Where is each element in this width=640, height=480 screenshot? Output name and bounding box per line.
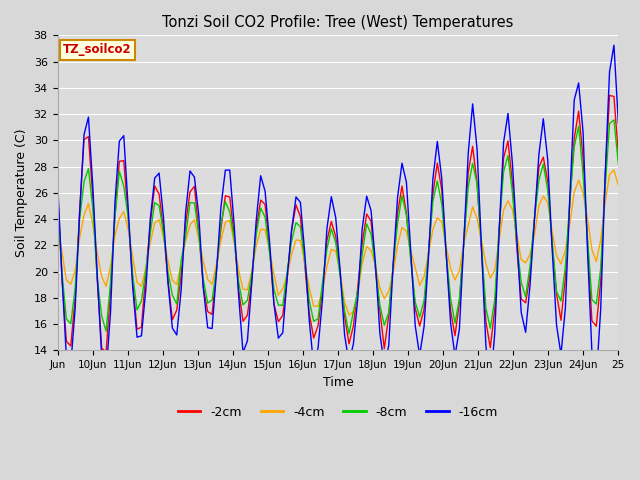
Line: -4cm: -4cm xyxy=(58,170,618,315)
-2cm xyxy=(288,228,296,233)
-2cm xyxy=(266,245,273,251)
-8cm xyxy=(261,214,269,220)
-4cm xyxy=(610,167,618,173)
-2cm xyxy=(54,187,61,192)
Y-axis label: Soil Temperature (C): Soil Temperature (C) xyxy=(15,129,28,257)
-16cm xyxy=(284,275,291,280)
Text: TZ_soilco2: TZ_soilco2 xyxy=(63,43,132,56)
-8cm xyxy=(54,196,61,202)
-16cm xyxy=(593,376,600,382)
-4cm xyxy=(345,312,353,318)
-2cm xyxy=(540,154,547,160)
-8cm xyxy=(610,117,618,123)
-2cm xyxy=(614,152,622,157)
-8cm xyxy=(349,309,357,314)
-8cm xyxy=(540,161,547,167)
-2cm xyxy=(102,349,110,355)
-4cm xyxy=(349,309,357,314)
Legend: -2cm, -4cm, -8cm, -16cm: -2cm, -4cm, -8cm, -16cm xyxy=(173,401,503,424)
-16cm xyxy=(540,116,547,121)
-4cm xyxy=(54,218,61,224)
-4cm xyxy=(614,183,622,189)
-4cm xyxy=(284,272,291,278)
-8cm xyxy=(191,200,198,206)
-4cm xyxy=(191,216,198,222)
-4cm xyxy=(540,193,547,199)
Title: Tonzi Soil CO2 Profile: Tree (West) Temperatures: Tonzi Soil CO2 Profile: Tree (West) Temp… xyxy=(163,15,514,30)
-16cm xyxy=(345,360,353,366)
Line: -2cm: -2cm xyxy=(58,96,618,352)
X-axis label: Time: Time xyxy=(323,376,353,389)
-2cm xyxy=(605,93,613,98)
-4cm xyxy=(261,227,269,233)
-2cm xyxy=(349,323,357,329)
-2cm xyxy=(195,229,203,235)
-4cm xyxy=(593,259,600,264)
-16cm xyxy=(54,177,61,182)
-16cm xyxy=(614,120,622,126)
Line: -8cm: -8cm xyxy=(58,120,618,334)
-2cm xyxy=(593,324,600,329)
-16cm xyxy=(610,42,618,48)
-16cm xyxy=(191,174,198,180)
Line: -16cm: -16cm xyxy=(58,45,618,386)
-8cm xyxy=(345,331,353,336)
-8cm xyxy=(614,161,622,167)
-8cm xyxy=(284,269,291,275)
-16cm xyxy=(261,188,269,194)
-8cm xyxy=(593,301,600,307)
-16cm xyxy=(486,384,494,389)
